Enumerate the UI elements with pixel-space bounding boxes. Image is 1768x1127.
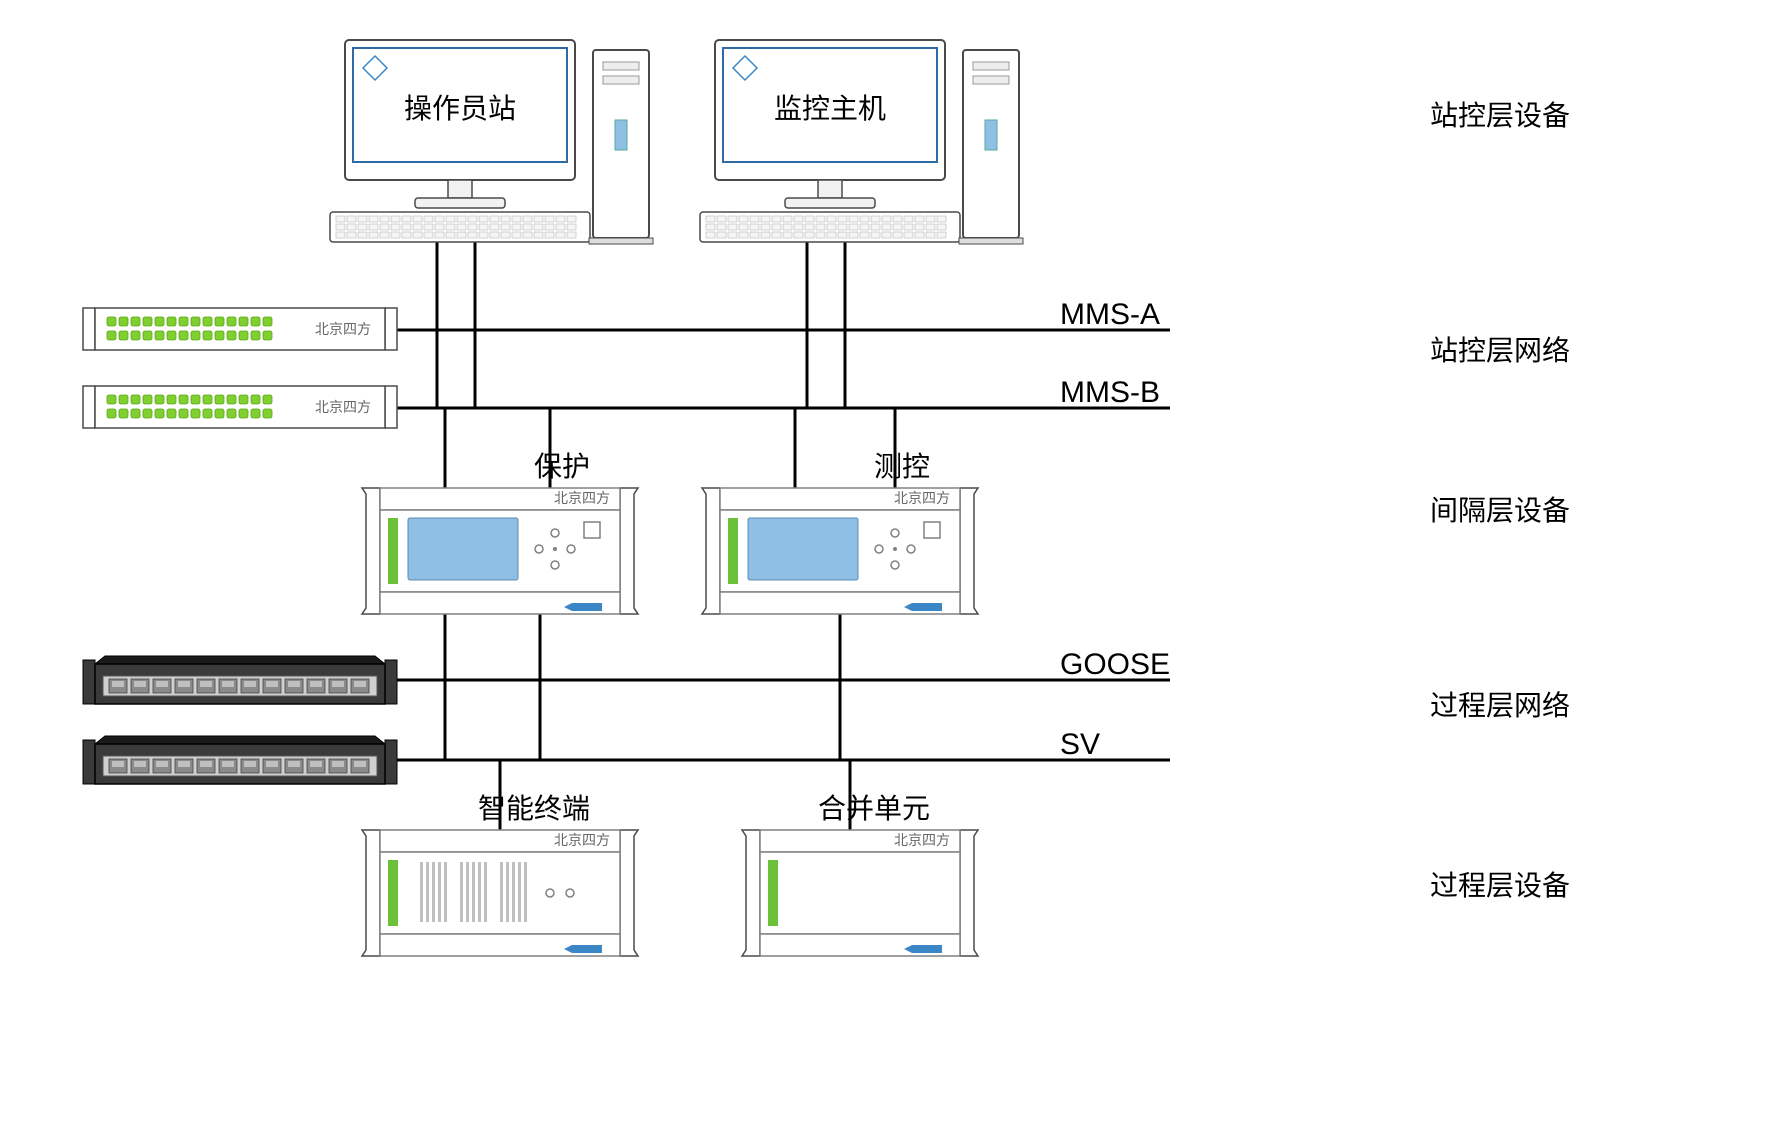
svg-text:保护: 保护 [534,451,590,482]
svg-text:北京四方: 北京四方 [315,399,371,415]
rack-switch-dark [83,656,397,704]
svg-text:MMS-A: MMS-A [1060,298,1160,331]
ied-device [702,488,978,614]
diagram-stage: MMS-A MMS-B GOOSE SV 站控层设备站控层网络间隔层设备过程层网络过程层… [0,0,1768,1122]
arrow-icon [564,603,602,611]
arrow-icon [904,945,942,953]
arrow-icon [904,603,942,611]
svg-text:过程层网络: 过程层网络 [1430,690,1570,721]
svg-text:过程层设备: 过程层设备 [1430,870,1570,901]
svg-text:合并单元: 合并单元 [818,793,930,824]
rack-switch-dark [83,736,397,784]
svg-text:北京四方: 北京四方 [554,832,610,848]
svg-text:北京四方: 北京四方 [315,321,371,337]
arrow-icon [564,945,602,953]
svg-text:间隔层设备: 间隔层设备 [1430,495,1570,526]
svg-text:站控层网络: 站控层网络 [1430,335,1570,366]
ied-device [362,488,638,614]
svg-text:MMS-B: MMS-B [1060,376,1160,409]
workstation-label: 操作员站 [404,93,516,124]
diagram-svg: MMS-A MMS-B GOOSE SV 站控层设备站控层网络间隔层设备过程层网络过程层… [0,0,1768,1122]
workstation [700,40,1023,244]
svg-text:北京四方: 北京四方 [894,832,950,848]
svg-text:GOOSE: GOOSE [1060,648,1170,681]
ied-device [742,830,978,956]
ied-device [362,830,638,956]
svg-text:北京四方: 北京四方 [554,490,610,506]
svg-text:智能终端: 智能终端 [478,793,590,824]
svg-text:SV: SV [1060,728,1100,761]
workstation-label: 监控主机 [774,93,886,124]
svg-text:测控: 测控 [874,451,930,482]
workstation [330,40,653,244]
svg-text:北京四方: 北京四方 [894,490,950,506]
svg-text:站控层设备: 站控层设备 [1430,100,1570,131]
